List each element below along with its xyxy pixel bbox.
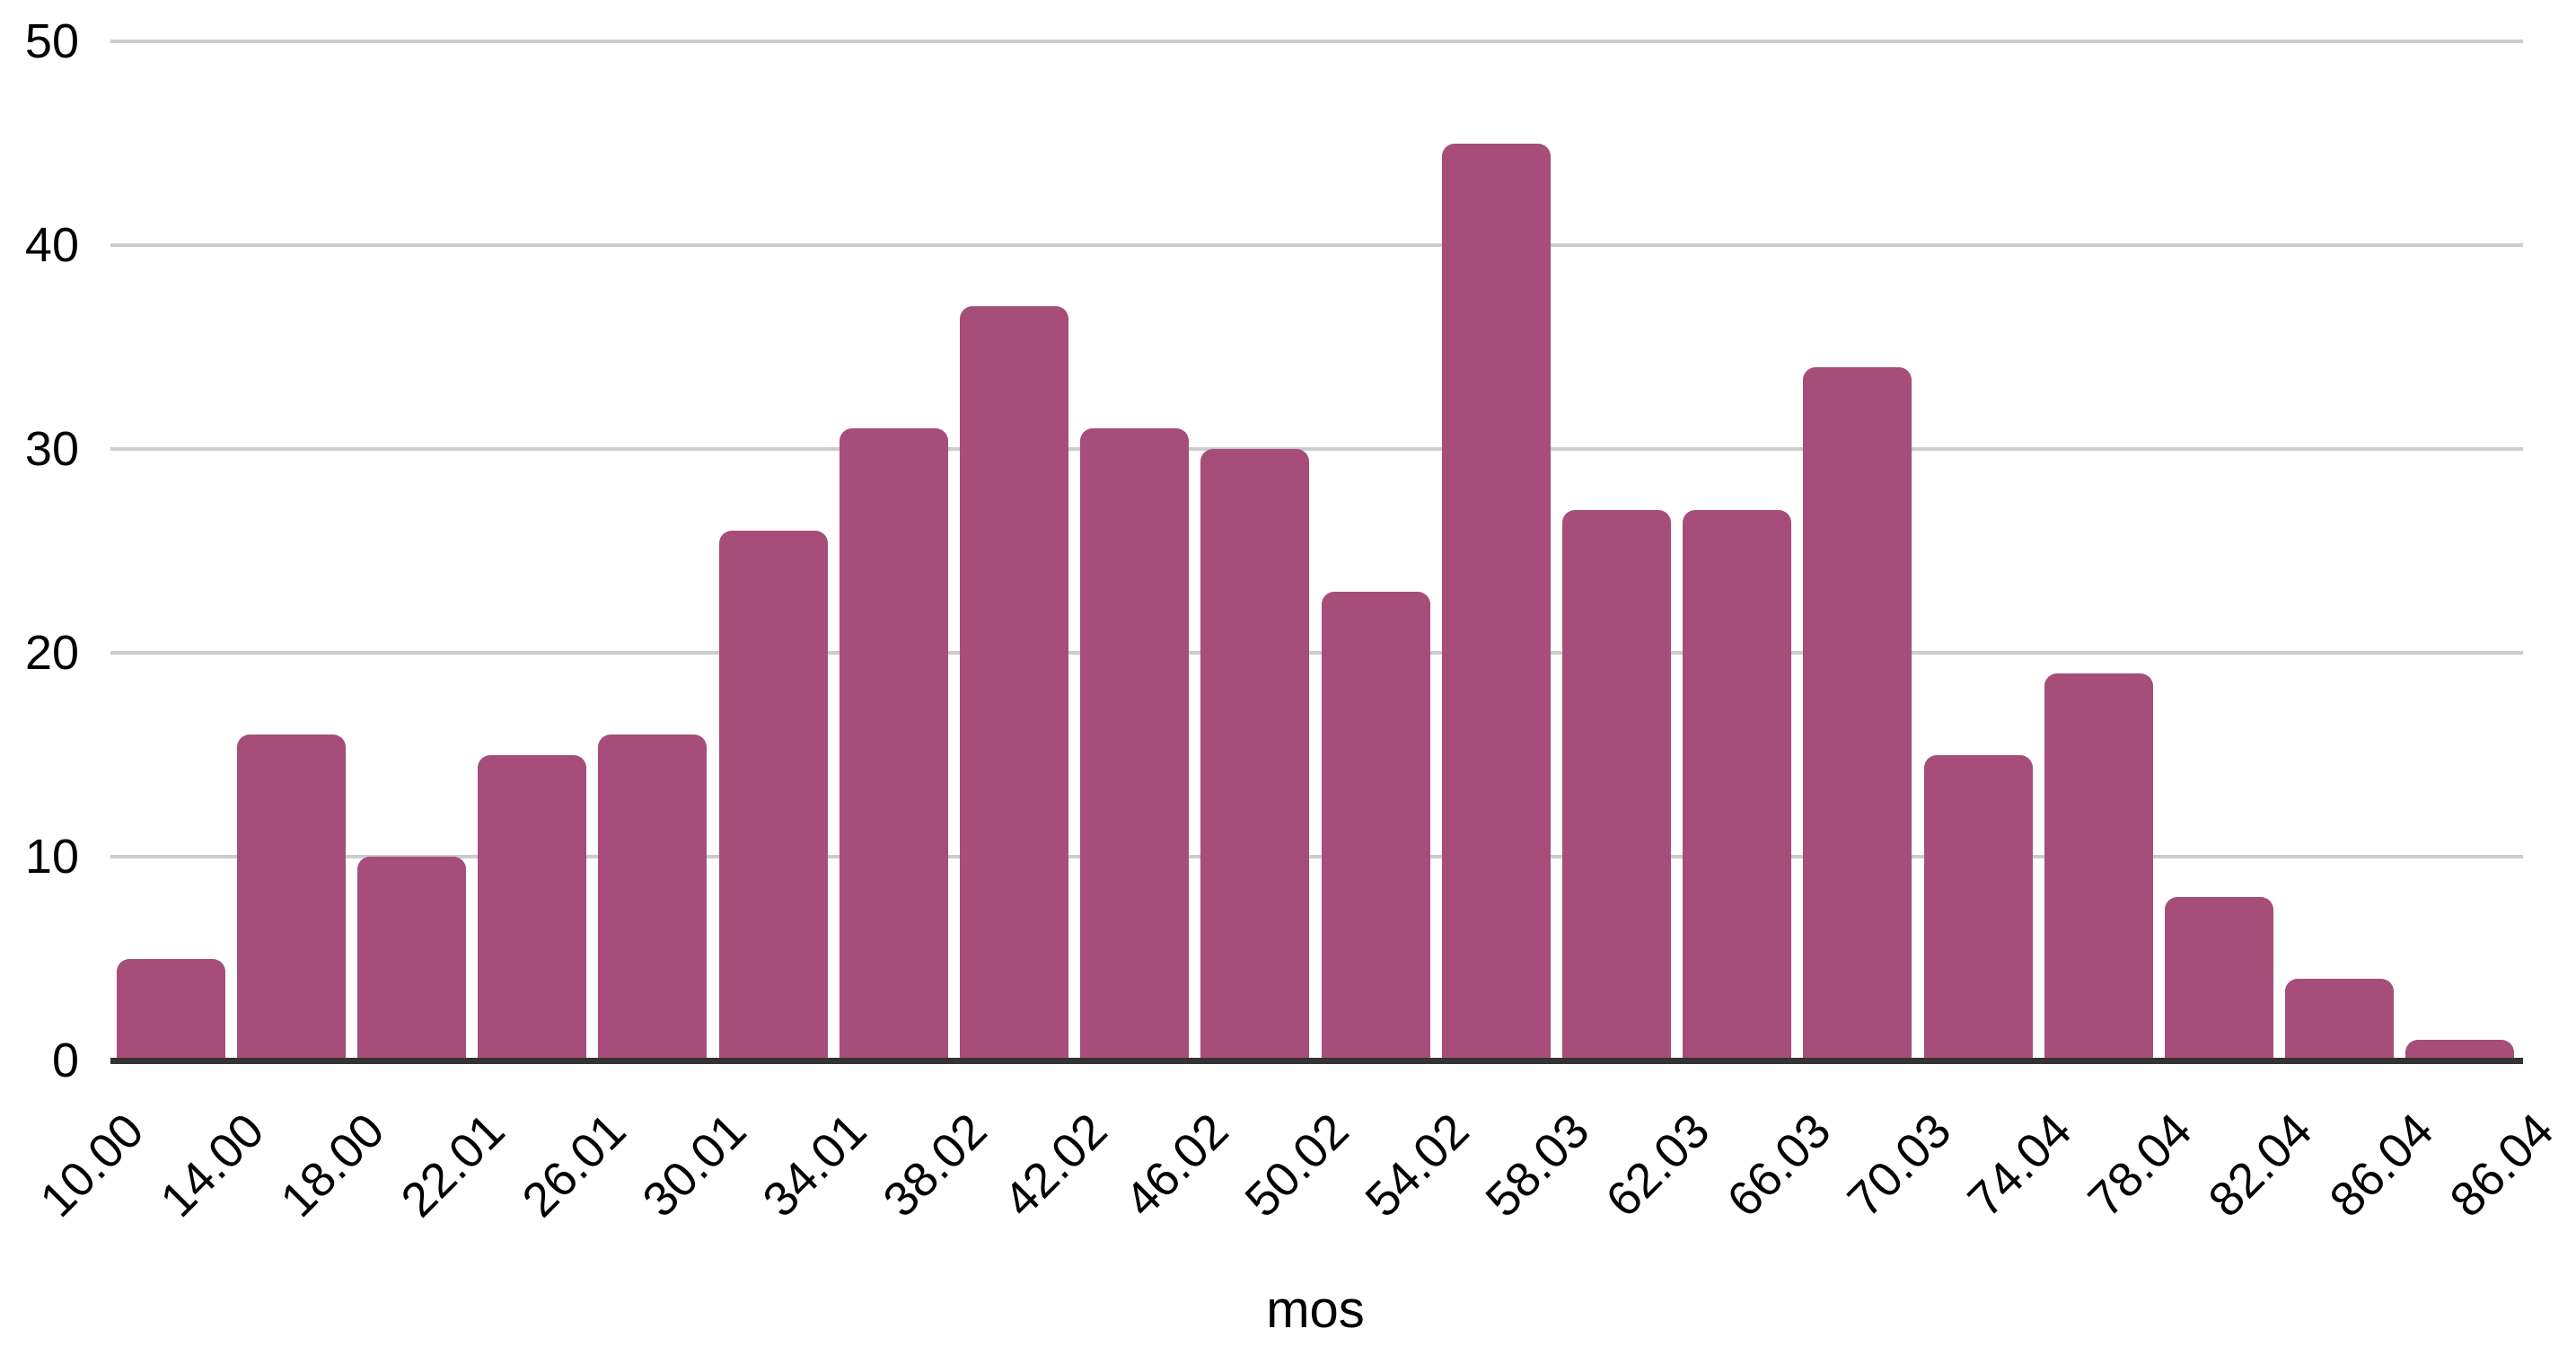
histogram-bar[interactable] bbox=[236, 734, 346, 1060]
histogram-bar[interactable] bbox=[2405, 1040, 2515, 1060]
gridline-y-30 bbox=[110, 447, 2523, 451]
x-axis-tick-label: 22.01 bbox=[391, 1103, 515, 1227]
x-axis-tick-label: 62.03 bbox=[1596, 1103, 1720, 1227]
x-axis-tick-label: 82.04 bbox=[2198, 1103, 2323, 1227]
histogram-bar[interactable] bbox=[1080, 428, 1190, 1060]
x-axis-line bbox=[110, 1057, 2523, 1064]
histogram-bar[interactable] bbox=[1561, 510, 1672, 1060]
histogram-bar[interactable] bbox=[2164, 897, 2274, 1060]
x-axis-tick-label: 38.02 bbox=[873, 1103, 998, 1227]
x-axis-tick-label: 86.04 bbox=[2440, 1103, 2564, 1227]
x-axis-tick-label: 30.01 bbox=[632, 1103, 757, 1227]
histogram-bar[interactable] bbox=[2285, 979, 2395, 1060]
histogram-bar[interactable] bbox=[116, 958, 225, 1060]
x-axis-tick-label: 50.02 bbox=[1235, 1103, 1359, 1227]
x-axis-tick-label: 46.02 bbox=[1114, 1103, 1239, 1227]
x-axis-tick-label: 26.01 bbox=[512, 1103, 637, 1227]
x-axis-tick-label: 78.04 bbox=[2078, 1103, 2202, 1227]
histogram-bar[interactable] bbox=[478, 754, 587, 1060]
gridline-y-10 bbox=[110, 855, 2523, 858]
x-axis-tick-label: 66.03 bbox=[1717, 1103, 1842, 1227]
x-axis-tick-label: 86.04 bbox=[2319, 1103, 2444, 1227]
histogram-bar[interactable] bbox=[1923, 754, 2033, 1060]
y-axis-tick-label: 0 bbox=[51, 1034, 79, 1087]
histogram-bar[interactable] bbox=[839, 428, 948, 1060]
x-axis-tick-label: 34.01 bbox=[752, 1103, 877, 1227]
y-axis-tick-label: 40 bbox=[24, 218, 79, 272]
gridline-y-20 bbox=[110, 651, 2523, 655]
gridline-y-50 bbox=[110, 40, 2523, 43]
y-axis-tick-label: 30 bbox=[24, 422, 79, 476]
histogram-bar[interactable] bbox=[1803, 367, 1912, 1060]
y-axis-tick-label: 50 bbox=[24, 14, 79, 68]
histogram-bar[interactable] bbox=[2044, 673, 2153, 1060]
x-axis-tick-label: 42.02 bbox=[993, 1103, 1118, 1227]
histogram-bar[interactable] bbox=[1441, 143, 1551, 1060]
x-axis-tick-label: 70.03 bbox=[1837, 1103, 1962, 1227]
x-axis-title: mos bbox=[1266, 1280, 1365, 1339]
histogram-bar[interactable] bbox=[1683, 510, 1792, 1060]
x-axis-tick-label: 58.03 bbox=[1475, 1103, 1600, 1227]
x-axis-tick-label: 74.04 bbox=[1957, 1103, 2082, 1227]
histogram-bar[interactable] bbox=[356, 857, 467, 1060]
histogram-bar[interactable] bbox=[1321, 591, 1430, 1060]
x-axis-tick-label: 10.00 bbox=[30, 1103, 154, 1227]
x-axis-tick-label: 54.02 bbox=[1355, 1103, 1480, 1227]
histogram-bar[interactable] bbox=[959, 306, 1069, 1060]
histogram-bar[interactable] bbox=[718, 530, 828, 1060]
y-axis-tick-label: 20 bbox=[24, 626, 79, 680]
histogram-bar[interactable] bbox=[1200, 449, 1310, 1060]
histogram-bar[interactable] bbox=[598, 734, 708, 1060]
x-axis-tick-label: 14.00 bbox=[150, 1103, 275, 1227]
gridline-y-40 bbox=[110, 243, 2523, 247]
y-axis-tick-label: 10 bbox=[24, 830, 79, 884]
x-axis-tick-label: 18.00 bbox=[270, 1103, 395, 1227]
